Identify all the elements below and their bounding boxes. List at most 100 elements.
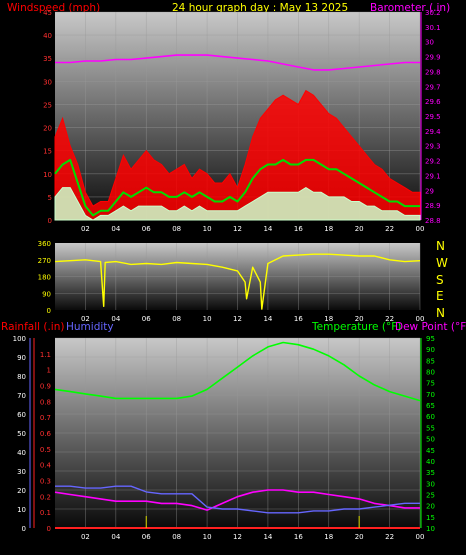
rainfall-tick-label: 0.7 [40, 414, 51, 422]
humidity-tick-label: 40 [17, 449, 26, 457]
temperature-tick-label: 20 [426, 503, 435, 511]
windspeed-tick-label: 15 [43, 148, 52, 156]
wind-panel-x-tick-label: 20 [355, 225, 364, 233]
direction-tick-label: 90 [42, 290, 51, 298]
climate-panel-x-tick-label: 08 [172, 533, 181, 541]
wind-panel-x-tick-label: 08 [172, 225, 181, 233]
rainfall-tick-label: 0.2 [40, 493, 51, 501]
dew-point-series [54, 489, 420, 511]
wind-panel-x-tick-label: 00 [416, 225, 425, 233]
humidity-axis-label: Humidity [66, 321, 114, 333]
humidity-tick-label: 0 [22, 525, 26, 533]
windspeed-tick-label: 45 [43, 9, 52, 17]
temperature-tick-label: 45 [426, 447, 435, 455]
rainfall-tick-label: 0 [47, 525, 51, 533]
barometer-tick-label: 30.2 [425, 9, 441, 17]
wind-panel-x-tick-label: 04 [111, 225, 120, 233]
humidity-tick-label: 70 [17, 392, 26, 400]
temperature-tick-label: 10 [426, 525, 435, 533]
climate-panel-x-tick-label: 14 [263, 533, 272, 541]
rainfall-tick-label: 1.1 [40, 351, 51, 359]
wind-panel-x-tick-label: 06 [142, 225, 151, 233]
climate-panel-x-tick-label: 12 [233, 533, 242, 541]
wind-panel-x-tick-label: 18 [324, 225, 333, 233]
humidity-tick-label: 100 [13, 335, 26, 343]
humidity-tick-label: 50 [17, 430, 26, 438]
wind-panel-x-tick-label: 16 [294, 225, 303, 233]
barometer-tick-label: 29.3 [425, 143, 441, 151]
rainfall-tick-label: 0.4 [40, 462, 52, 470]
windspeed-axis-label: Windspeed (mph) [7, 2, 100, 14]
compass-north-top: N [436, 239, 445, 253]
barometer-tick-label: 29.6 [425, 98, 441, 106]
barometer-tick-label: 28.9 [425, 202, 441, 210]
compass-north-bottom: N [436, 306, 445, 320]
temperature-tick-label: 15 [426, 514, 435, 522]
compass-east: E [436, 289, 444, 303]
barometer-tick-label: 29.8 [425, 68, 441, 76]
climate-panel-x-tick-label: 18 [324, 533, 333, 541]
direction-panel-x-tick-label: 22 [385, 315, 394, 323]
direction-panel-x-tick-label: 04 [111, 315, 120, 323]
temperature-tick-label: 85 [426, 357, 435, 365]
temperature-tick-label: 30 [426, 480, 435, 488]
temperature-tick-label: 95 [426, 335, 435, 343]
rainfall-tick-label: 0.6 [40, 430, 52, 438]
direction-panel-x-tick-label: 06 [142, 315, 151, 323]
dewpoint-axis-label: Dew Point (°F) [395, 321, 466, 333]
barometer-tick-label: 30.1 [425, 24, 441, 32]
humidity-series [55, 485, 420, 514]
barometer-tick-label: 29.7 [425, 83, 441, 91]
climate-panel-x-tick-label: 20 [355, 533, 364, 541]
rainfall-tick-label: 1 [47, 367, 51, 375]
windspeed-tick-label: 20 [43, 125, 52, 133]
direction-panel-x-tick-label: 12 [233, 315, 242, 323]
rainfall-tick-label: 0.1 [40, 509, 51, 517]
direction-panel-x-tick-label: 08 [172, 315, 181, 323]
climate-panel-x-tick-label: 22 [385, 533, 394, 541]
barometer-tick-label: 29.4 [425, 128, 441, 136]
direction-panel-x-tick-label: 16 [294, 315, 303, 323]
humidity-tick-label: 10 [17, 506, 26, 514]
graph-title: 24 hour graph day : May 13 2025 [172, 2, 348, 14]
direction-panel-x-tick-label: 02 [81, 315, 90, 323]
climate-panel-x-tick-label: 10 [203, 533, 212, 541]
wind-panel-x-tick-label: 10 [203, 225, 212, 233]
barometer-tick-label: 29.5 [425, 113, 441, 121]
windspeed-tick-label: 35 [43, 55, 52, 63]
temperature-tick-label: 80 [426, 369, 435, 377]
barometer-tick-label: 29.1 [425, 172, 441, 180]
barometer-tick-label: 28.8 [425, 217, 441, 225]
direction-tick-label: 180 [38, 274, 51, 282]
climate-panel-x-tick-label: 04 [111, 533, 120, 541]
barometer-tick-label: 29 [425, 187, 434, 195]
compass-west: W [436, 256, 448, 270]
wind-average-series [54, 158, 420, 217]
wind-panel-x-tick-label: 02 [81, 225, 90, 233]
rainfall-tick-label: 0.3 [40, 478, 51, 486]
barometer-axis-label: Barometer (.in) [370, 2, 450, 14]
humidity-tick-label: 30 [17, 468, 26, 476]
windspeed-tick-label: 40 [43, 32, 52, 40]
rainfall-tick-label: 0.9 [40, 383, 51, 391]
windspeed-tick-label: 30 [43, 78, 52, 86]
barometer-tick-label: 29.2 [425, 158, 441, 166]
direction-panel-x-tick-label: 00 [416, 315, 425, 323]
temperature-tick-label: 25 [426, 491, 435, 499]
direction-tick-label: 0 [47, 307, 51, 315]
windspeed-tick-label: 5 [48, 194, 52, 202]
climate-panel-x-tick-label: 00 [416, 533, 425, 541]
humidity-tick-label: 80 [17, 373, 26, 381]
direction-panel-x-tick-label: 18 [324, 315, 333, 323]
rainfall-axis-label: Rainfall (.in) [1, 321, 64, 333]
direction-panel-x-tick-label: 10 [203, 315, 212, 323]
compass-south: S [436, 273, 444, 287]
wind-panel-x-tick-label: 22 [385, 225, 394, 233]
rainfall-tick-label: 0.5 [40, 446, 51, 454]
climate-panel-x-tick-label: 16 [294, 533, 303, 541]
direction-tick-label: 270 [38, 257, 51, 265]
wind-speed-series [54, 187, 421, 221]
humidity-tick-label: 90 [17, 354, 26, 362]
temperature-tick-label: 65 [426, 402, 435, 410]
